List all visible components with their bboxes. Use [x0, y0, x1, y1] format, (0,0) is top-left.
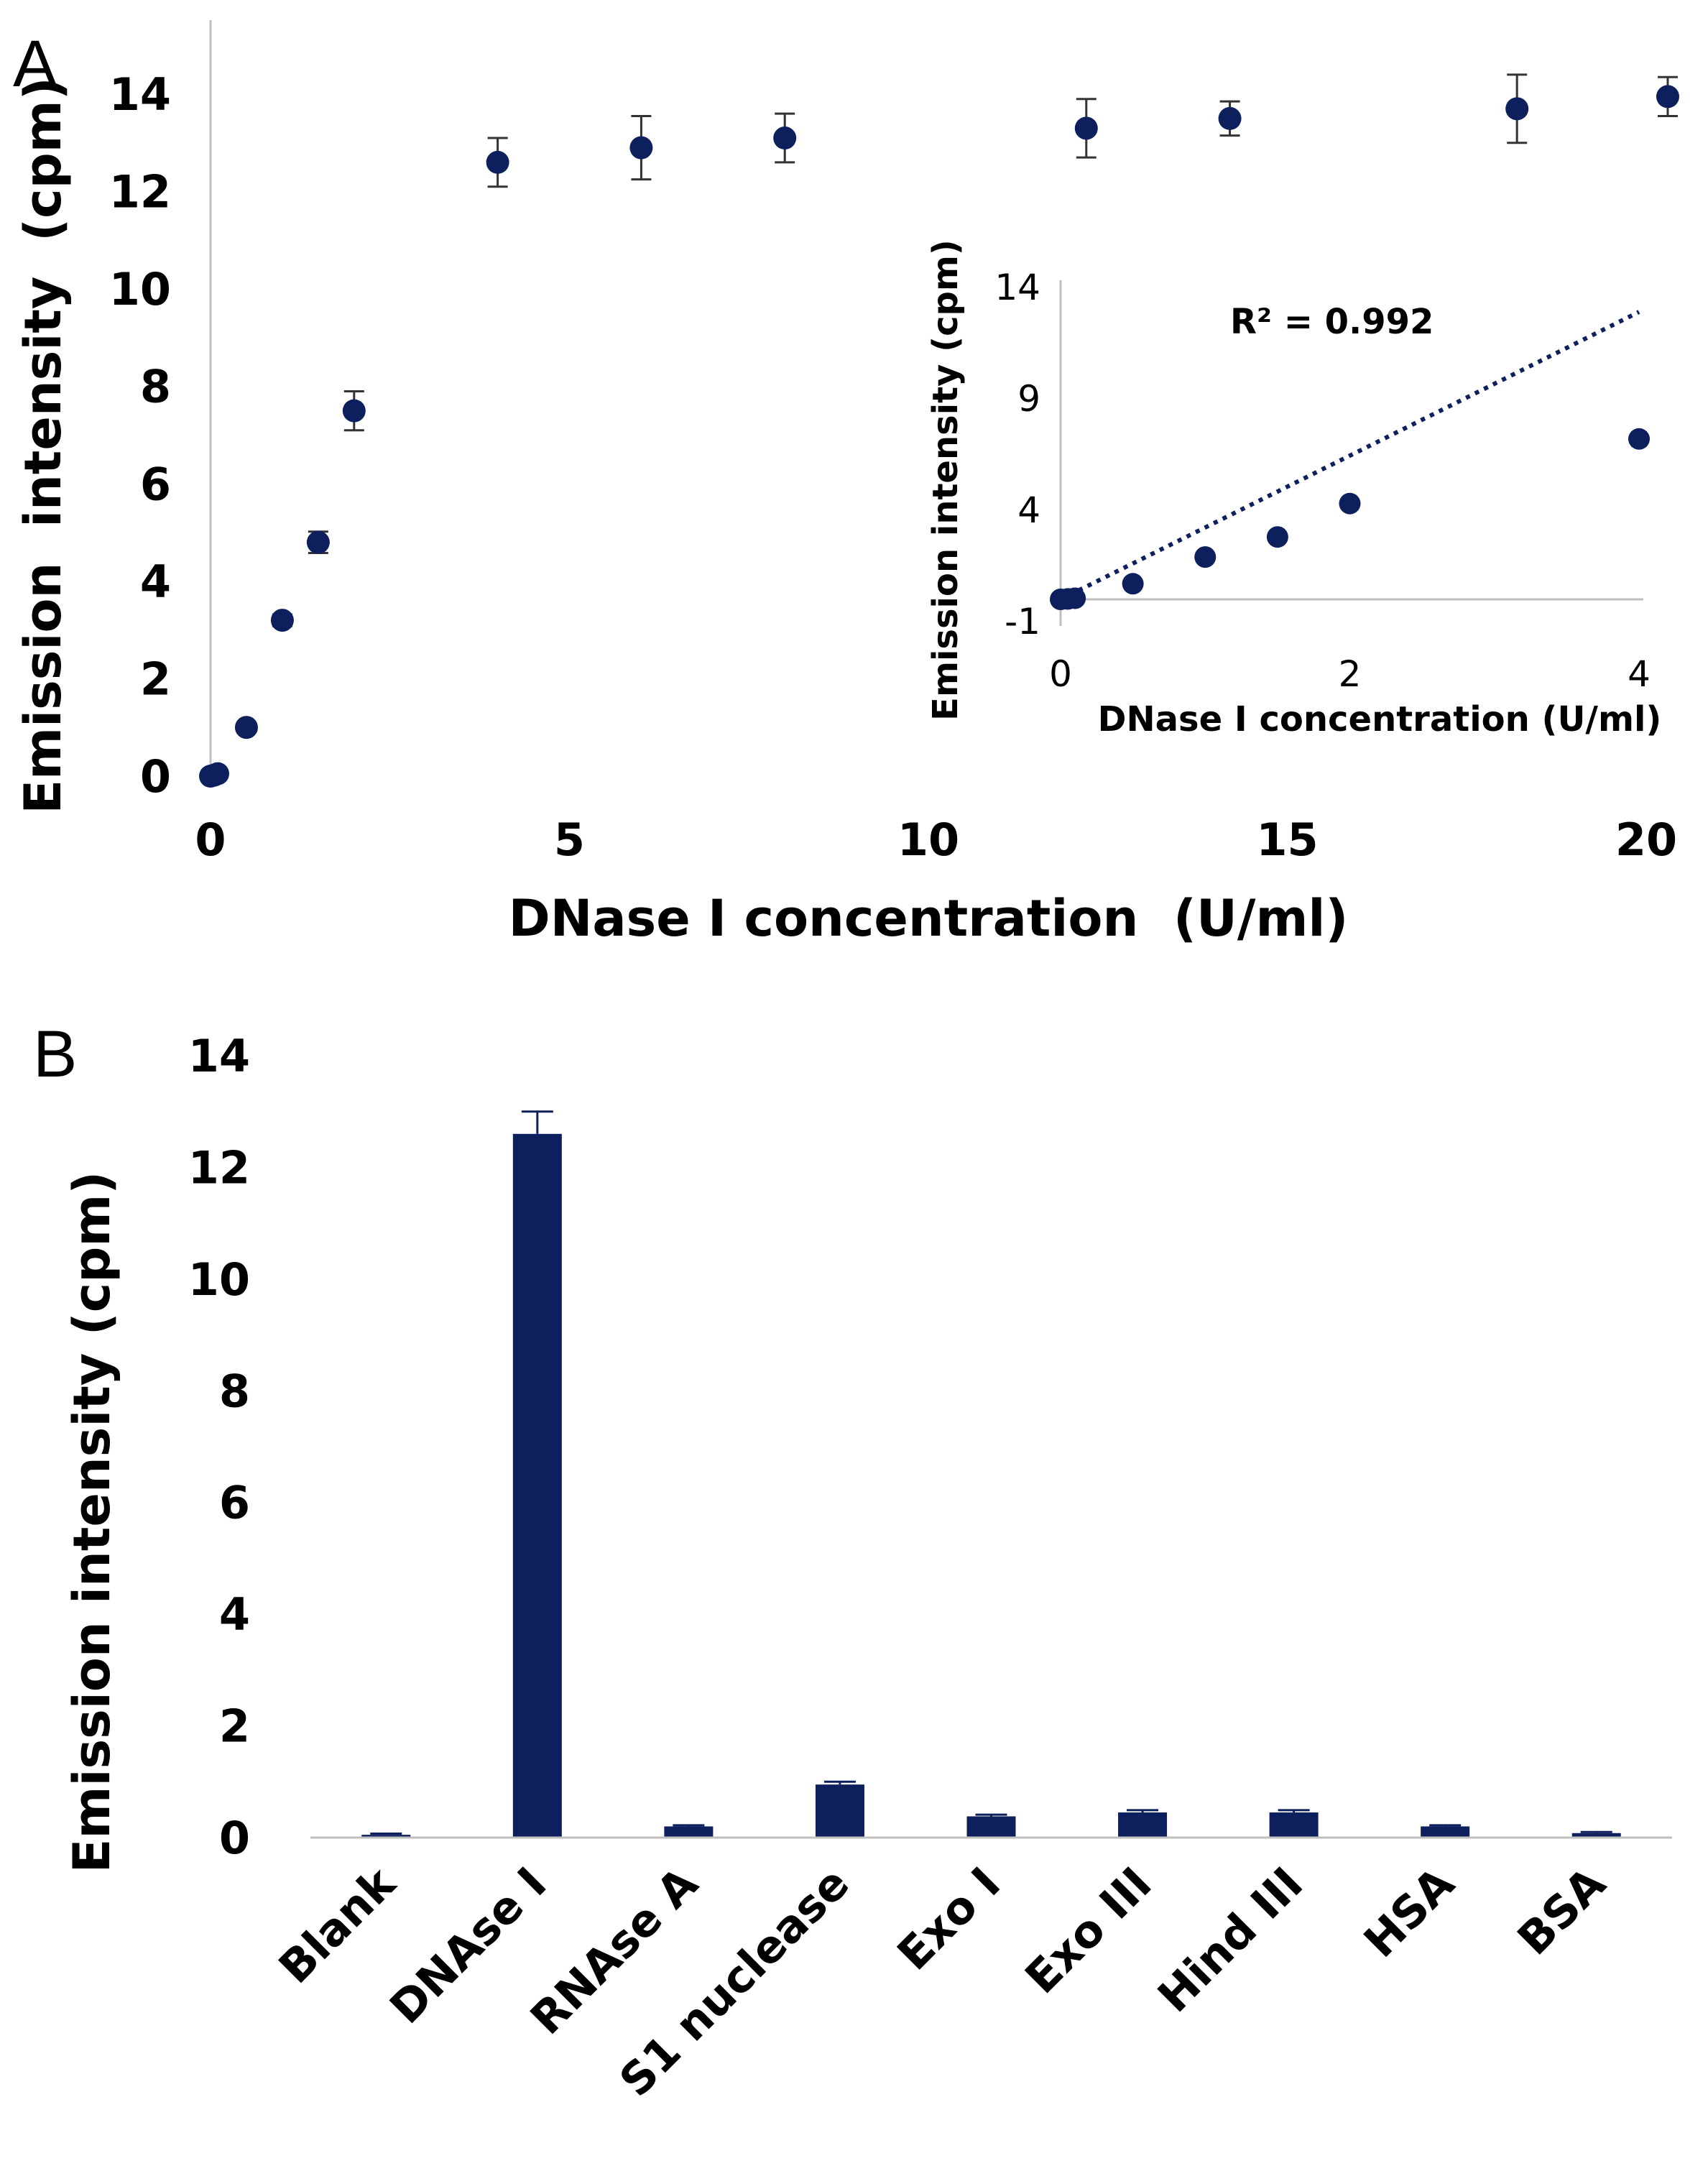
y-tick-label: 6 — [140, 458, 171, 510]
x-tick-label: 15 — [1256, 814, 1318, 866]
y-tick-label: 0 — [219, 1812, 250, 1864]
data-point — [1218, 106, 1242, 130]
bar — [1118, 1812, 1168, 1838]
inset-x-axis-title: DNase I concentration (U/ml) — [1098, 699, 1662, 739]
r-squared-annotation: R² = 0.992 — [1230, 302, 1434, 342]
y-tick-label: 2 — [140, 653, 171, 705]
data-point — [1656, 85, 1679, 109]
data-point — [629, 136, 653, 160]
inset-x-tick-label: 4 — [1628, 653, 1651, 695]
inset-y-axis-title: Emission intensity (cpm) — [925, 239, 966, 721]
panel-label-b: B — [33, 1018, 77, 1091]
category-label: Exo III — [1015, 1857, 1161, 2004]
inset-y-tick-label: 4 — [1017, 489, 1040, 531]
bar — [1269, 1812, 1319, 1838]
category-label: Hind III — [1148, 1857, 1313, 2022]
inset-x-tick-label: 2 — [1339, 653, 1362, 695]
data-point — [342, 399, 366, 423]
y-axis-title: Emission intensity (cpm) — [14, 77, 73, 814]
y-tick-label: 8 — [140, 361, 171, 413]
data-point — [773, 126, 797, 150]
y-tick-label: 4 — [140, 556, 171, 608]
data-point — [206, 762, 229, 785]
y-tick-label: 14 — [188, 1030, 250, 1082]
inset-y-tick-label: 9 — [1017, 378, 1040, 420]
inset-trendline — [1059, 310, 1640, 602]
data-point — [486, 150, 509, 174]
bar — [1421, 1826, 1470, 1838]
bar — [815, 1784, 864, 1838]
y-tick-label: 12 — [109, 166, 171, 218]
panel-b: B 0 2 4 6 8 10 12 14 Emission intensity (cpm) Blan… — [33, 1018, 1672, 2107]
category-label: BSA — [1508, 1857, 1616, 1965]
category-label: Exo I — [887, 1857, 1011, 1981]
inset-data-point — [1194, 546, 1217, 568]
data-point — [1074, 116, 1098, 140]
inset-y-tick-label: -1 — [1005, 601, 1040, 642]
y-tick-label: 14 — [109, 68, 171, 121]
category-label: Blank — [269, 1856, 406, 1994]
inset-data-point — [1628, 428, 1650, 450]
data-point — [270, 609, 294, 632]
data-point — [234, 716, 258, 739]
y-tick-label: 0 — [140, 750, 171, 803]
bar — [512, 1133, 562, 1838]
bar — [966, 1816, 1016, 1838]
inset-data-point — [1339, 492, 1361, 515]
data-point — [306, 530, 330, 554]
x-tick-label: 20 — [1615, 814, 1677, 866]
y-tick-label: 4 — [219, 1588, 250, 1641]
x-axis-title: DNase I concentration (U/ml) — [509, 889, 1349, 948]
x-tick-label: 0 — [195, 814, 226, 866]
inset-data-point — [1122, 573, 1144, 595]
y-tick-label: 12 — [188, 1141, 250, 1194]
inset-y-tick-label: 14 — [994, 267, 1040, 308]
y-tick-label: 8 — [219, 1365, 250, 1417]
bar — [361, 1835, 411, 1838]
bar — [1571, 1833, 1621, 1838]
inset-x-tick-label: 0 — [1049, 653, 1072, 695]
inset-data-point — [1266, 526, 1288, 548]
y-axis-title: Emission intensity (cpm) — [63, 1171, 121, 1874]
category-label: HSA — [1354, 1857, 1464, 1968]
y-tick-label: 2 — [219, 1700, 250, 1753]
y-tick-label: 10 — [188, 1253, 250, 1306]
x-tick-label: 5 — [554, 814, 585, 866]
data-point — [1505, 97, 1529, 121]
panel-label-a: A — [13, 27, 57, 101]
x-tick-label: 10 — [897, 814, 959, 866]
y-tick-label: 6 — [219, 1477, 250, 1529]
inset-data-point — [1064, 587, 1086, 609]
y-tick-label: 10 — [109, 263, 171, 315]
bar — [664, 1826, 714, 1838]
